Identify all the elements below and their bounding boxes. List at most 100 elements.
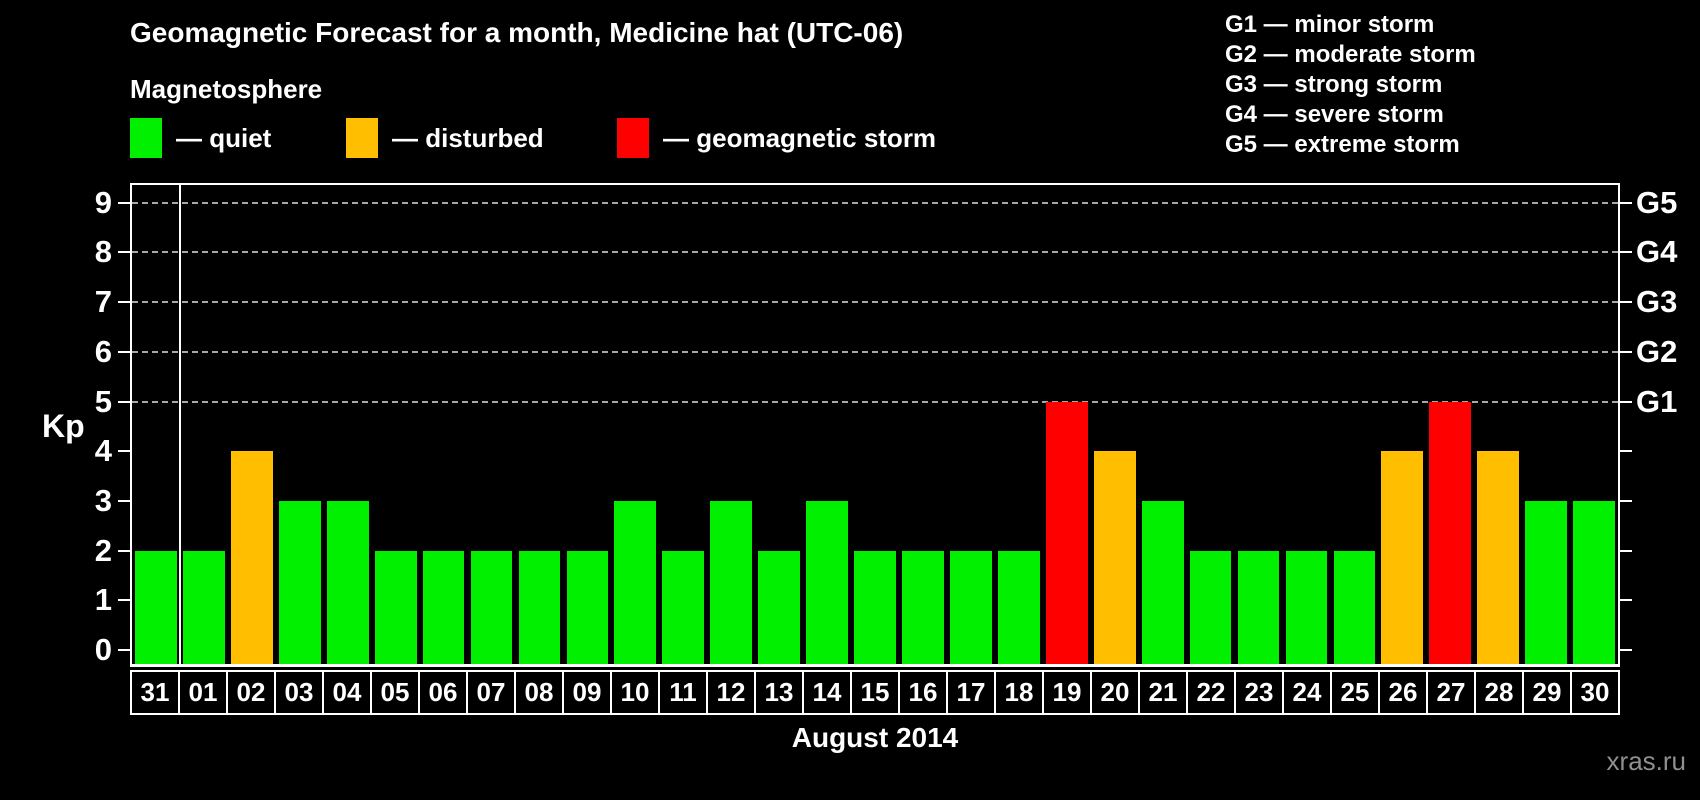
bar-cell-14 bbox=[803, 185, 851, 664]
y-tick-right-1 bbox=[1620, 599, 1632, 602]
month-separator-line bbox=[179, 185, 181, 664]
day-label-18: 18 bbox=[996, 672, 1044, 713]
day-label-13: 13 bbox=[756, 672, 804, 713]
bar-day-04 bbox=[326, 500, 369, 664]
bar-day-02 bbox=[230, 451, 273, 664]
right-axis-label-g1: G1 bbox=[1636, 383, 1678, 419]
day-label-17: 17 bbox=[948, 672, 996, 713]
bars-container bbox=[132, 185, 1618, 664]
disturbed-swatch-icon bbox=[346, 118, 378, 158]
bar-day-26 bbox=[1381, 451, 1424, 664]
bar-cell-01 bbox=[180, 185, 228, 664]
y-tick-label-9: 9 bbox=[94, 184, 112, 220]
day-label-27: 27 bbox=[1428, 672, 1476, 713]
legend-item-storm: — geomagnetic storm bbox=[617, 117, 936, 159]
bar-cell-23 bbox=[1235, 185, 1283, 664]
bar-day-07 bbox=[470, 550, 513, 664]
y-tick-label-4: 4 bbox=[94, 433, 112, 469]
y-tick-right-8 bbox=[1620, 251, 1632, 254]
right-axis-label-g3: G3 bbox=[1636, 284, 1678, 320]
y-tick-label-7: 7 bbox=[94, 284, 112, 320]
bar-cell-26 bbox=[1378, 185, 1426, 664]
bar-day-29 bbox=[1525, 500, 1567, 664]
legend-label-quiet: — quiet bbox=[176, 122, 272, 153]
bar-cell-22 bbox=[1187, 185, 1235, 664]
bar-day-20 bbox=[1093, 451, 1136, 664]
y-tick-left-9 bbox=[118, 201, 130, 204]
bar-day-10 bbox=[614, 500, 657, 664]
bar-day-15 bbox=[854, 550, 896, 664]
gridline-kp-8 bbox=[132, 251, 1618, 254]
bar-day-03 bbox=[278, 500, 321, 664]
bar-cell-05 bbox=[372, 185, 420, 664]
bar-cell-25 bbox=[1330, 185, 1378, 664]
bar-cell-27 bbox=[1426, 185, 1474, 664]
storm-scale-item-g1: G1 — minor storm bbox=[1225, 11, 1435, 38]
bar-cell-07 bbox=[468, 185, 516, 664]
y-tick-label-6: 6 bbox=[94, 333, 112, 369]
day-label-22: 22 bbox=[1188, 672, 1236, 713]
y-tick-label-8: 8 bbox=[94, 234, 112, 270]
bar-cell-21 bbox=[1139, 185, 1187, 664]
y-tick-right-5 bbox=[1620, 400, 1632, 403]
day-label-21: 21 bbox=[1140, 672, 1188, 713]
bar-cell-13 bbox=[755, 185, 803, 664]
magnetosphere-label: Magnetosphere bbox=[130, 74, 323, 104]
day-label-31: 31 bbox=[132, 672, 180, 713]
day-label-30: 30 bbox=[1580, 677, 1610, 707]
bar-day-01 bbox=[183, 550, 225, 664]
y-tick-left-0 bbox=[118, 649, 130, 651]
storm-scale-item-g2: G2 — moderate storm bbox=[1225, 41, 1476, 68]
bar-day-22 bbox=[1189, 550, 1232, 664]
bar-day-11 bbox=[662, 550, 705, 664]
day-label-23: 23 bbox=[1236, 672, 1284, 713]
storm-scale-item-g4: G4 — severe storm bbox=[1225, 101, 1444, 128]
day-label-03: 03 bbox=[276, 672, 324, 713]
bar-day-21 bbox=[1141, 500, 1184, 664]
bar-cell-24 bbox=[1283, 185, 1331, 664]
day-label-24: 24 bbox=[1284, 672, 1332, 713]
y-tick-right-9 bbox=[1620, 201, 1632, 204]
x-axis-day-labels: 31 01 02 03 04 05 06 07 08 09 10 11 12 13 14 15 16 17 18 19… bbox=[130, 670, 1620, 715]
bar-cell-03 bbox=[276, 185, 324, 664]
quiet-swatch-icon bbox=[130, 118, 162, 158]
bar-day-24 bbox=[1285, 550, 1328, 664]
bar-day-18 bbox=[997, 550, 1040, 664]
kp-axis-label: Kp bbox=[42, 408, 85, 444]
bar-day-27 bbox=[1429, 401, 1472, 664]
gridline-kp-7 bbox=[132, 301, 1618, 304]
bar-cell-16 bbox=[899, 185, 947, 664]
day-label-05: 05 bbox=[372, 672, 420, 713]
y-tick-left-6 bbox=[118, 350, 130, 353]
bar-day-06 bbox=[422, 550, 465, 664]
legend-label-storm: — geomagnetic storm bbox=[663, 122, 937, 153]
y-tick-right-0 bbox=[1620, 649, 1632, 651]
day-label-28: 28 bbox=[1476, 672, 1524, 713]
day-label-09: 09 bbox=[564, 672, 612, 713]
day-label-07: 07 bbox=[468, 672, 516, 713]
day-label-20: 20 bbox=[1092, 672, 1140, 713]
y-tick-label-2: 2 bbox=[94, 532, 112, 568]
bar-cell-31 bbox=[132, 185, 180, 664]
bar-cell-29 bbox=[1522, 185, 1570, 664]
day-label-15: 15 bbox=[852, 672, 900, 713]
y-tick-left-1 bbox=[118, 599, 130, 602]
plot-area: 0 1 2 3 4 5 6 7 8 9 G1 G2 G3 G4 G5 bbox=[95, 183, 1677, 667]
bar-cell-02 bbox=[228, 185, 276, 664]
bar-day-23 bbox=[1237, 550, 1280, 664]
day-label-26: 26 bbox=[1380, 672, 1428, 713]
y-tick-left-2 bbox=[118, 549, 130, 552]
bar-day-16 bbox=[902, 550, 944, 664]
bar-cell-10 bbox=[611, 185, 659, 664]
right-axis-label-g5: G5 bbox=[1636, 184, 1678, 220]
bar-cell-06 bbox=[420, 185, 468, 664]
xras-watermark: xras.ru bbox=[1606, 746, 1686, 776]
bar-cell-04 bbox=[324, 185, 372, 664]
day-label-04: 04 bbox=[324, 672, 372, 713]
bar-cell-12 bbox=[707, 185, 755, 664]
day-label-11: 11 bbox=[660, 672, 708, 713]
bar-cell-18 bbox=[995, 185, 1043, 664]
storm-swatch-icon bbox=[617, 118, 649, 158]
y-tick-label-5: 5 bbox=[94, 383, 112, 419]
